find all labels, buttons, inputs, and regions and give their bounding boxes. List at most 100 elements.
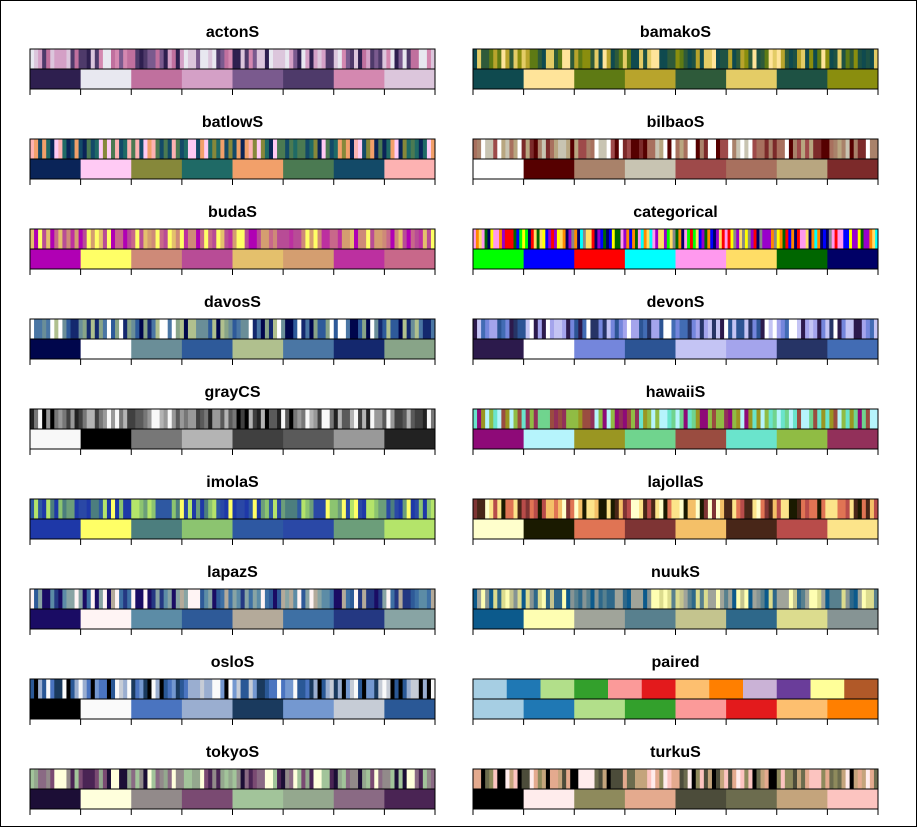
top-stripe	[106, 589, 112, 609]
top-stripe	[780, 409, 786, 429]
top-stripe	[629, 229, 633, 249]
top-stripe	[151, 49, 156, 69]
top-stripe	[337, 49, 343, 69]
top-stripe	[264, 139, 270, 159]
top-stripe	[345, 589, 351, 609]
top-stripe	[394, 319, 399, 339]
bottom-swatch	[776, 429, 828, 449]
top-stripe	[865, 589, 871, 609]
top-stripe	[606, 769, 612, 789]
top-stripe	[187, 229, 193, 249]
top-stripe	[362, 229, 367, 249]
top-stripe	[38, 679, 43, 699]
top-stripe	[703, 319, 709, 339]
top-stripe	[866, 229, 870, 249]
top-stripe	[489, 589, 494, 609]
top-stripe	[187, 139, 193, 159]
top-stripe	[602, 319, 608, 339]
top-stripe	[651, 49, 656, 69]
top-stripe	[358, 49, 363, 69]
top-stripe	[776, 499, 782, 519]
top-stripe	[618, 769, 624, 789]
top-stripe	[493, 589, 498, 609]
top-stripe	[675, 319, 680, 339]
top-stripe	[115, 49, 120, 69]
colormap-panel-bilbaos: bilbaoS	[472, 114, 879, 185]
top-stripe	[208, 409, 213, 429]
bottom-swatch	[675, 159, 727, 179]
top-stripe	[179, 499, 185, 519]
top-stripe	[252, 679, 258, 699]
top-stripe	[683, 499, 689, 519]
top-stripe	[354, 499, 359, 519]
top-stripe	[321, 49, 327, 69]
top-stripe	[517, 769, 522, 789]
top-stripe	[643, 319, 648, 339]
top-stripe	[762, 229, 766, 249]
top-stripe	[577, 229, 581, 249]
top-stripe	[614, 229, 619, 249]
top-stripe	[780, 499, 786, 519]
top-stripe	[600, 229, 604, 249]
top-stripe	[378, 769, 383, 789]
top-swatch	[810, 679, 845, 699]
bottom-swatch	[523, 159, 575, 179]
top-stripe	[135, 139, 140, 159]
top-stripe	[337, 679, 343, 699]
top-stripe	[541, 49, 547, 69]
top-stripe	[756, 319, 761, 339]
top-stripe	[386, 589, 391, 609]
top-stripe	[422, 319, 428, 339]
bottom-swatch	[283, 249, 335, 269]
top-stripe	[135, 319, 140, 339]
bottom-swatch	[131, 789, 183, 809]
top-stripe	[825, 229, 830, 249]
top-stripe	[216, 229, 221, 249]
top-stripe	[268, 49, 274, 69]
top-stripe	[252, 409, 258, 429]
top-stripe	[430, 679, 436, 699]
top-stripe	[750, 229, 755, 249]
top-stripe	[586, 589, 591, 609]
top-stripe	[143, 229, 148, 249]
bottom-swatch	[131, 699, 183, 719]
top-stripe	[659, 499, 664, 519]
top-stripe	[788, 769, 794, 789]
top-stripe	[845, 139, 851, 159]
top-stripe	[90, 409, 96, 429]
top-stripe	[127, 229, 132, 249]
top-stripe	[34, 679, 39, 699]
bottom-swatch	[726, 159, 778, 179]
top-stripe	[86, 139, 92, 159]
colormap-panel-hawaiis: hawaiiS	[472, 384, 879, 455]
top-stripe	[252, 499, 258, 519]
top-stripe	[477, 139, 482, 159]
bottom-swatch	[131, 519, 183, 539]
top-stripe	[216, 679, 221, 699]
top-stripe	[204, 679, 209, 699]
top-stripe	[66, 589, 71, 609]
top-stripe	[309, 679, 314, 699]
top-stripe	[590, 769, 595, 789]
top-stripe	[42, 229, 47, 249]
top-stripe	[809, 49, 814, 69]
top-stripe	[817, 589, 822, 609]
top-stripe	[611, 229, 616, 249]
top-stripe	[622, 769, 628, 789]
top-stripe	[183, 589, 189, 609]
top-stripe	[861, 769, 867, 789]
top-stripe	[792, 499, 798, 519]
panel-title: hawaiiS	[646, 384, 706, 401]
top-stripe	[843, 229, 847, 249]
top-stripe	[614, 319, 620, 339]
top-stripe	[325, 229, 331, 249]
bottom-swatch	[283, 789, 335, 809]
top-stripe	[805, 49, 810, 69]
top-stripe	[155, 139, 160, 159]
top-stripe	[711, 499, 717, 519]
top-stripe	[54, 679, 59, 699]
top-stripe	[151, 229, 156, 249]
top-stripe	[865, 139, 871, 159]
top-stripe	[752, 499, 757, 519]
bottom-swatch	[232, 339, 284, 359]
